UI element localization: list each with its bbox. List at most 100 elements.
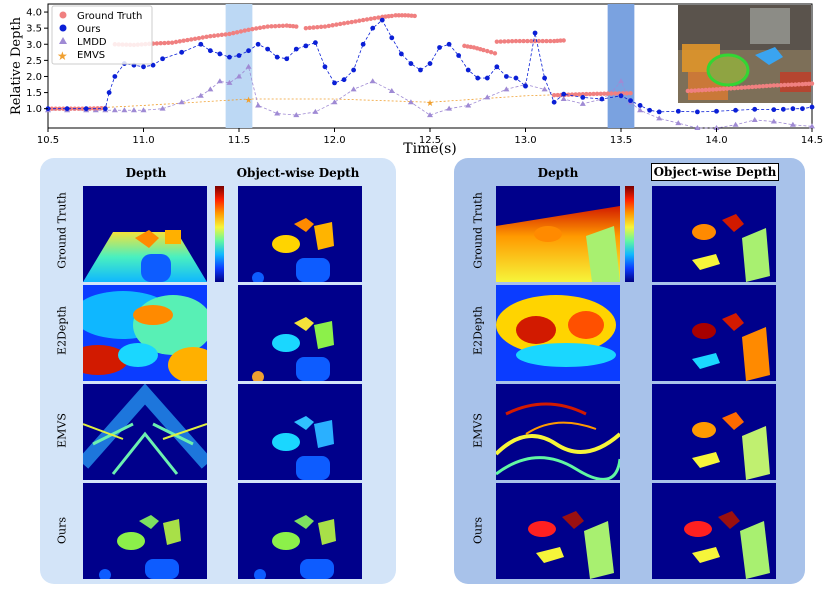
point-lmdd [293, 112, 300, 118]
point-ground-truth [494, 39, 500, 44]
point-ground-truth [99, 105, 104, 111]
x-axis-label: Time(s) [403, 141, 456, 157]
point-ours [446, 41, 452, 47]
point-ground-truth [162, 40, 167, 46]
point-ours [580, 95, 586, 100]
x-tick-label: 14.0 [705, 135, 727, 146]
left-depth-ours-image [83, 483, 207, 579]
point-ground-truth [498, 39, 503, 44]
point-lmdd [92, 107, 99, 113]
point-ours [800, 106, 805, 112]
point-lmdd [656, 115, 663, 121]
legend-marker-emvs: ★ [57, 49, 68, 63]
point-ground-truth [315, 24, 320, 30]
point-ground-truth [594, 91, 600, 97]
point-ours [227, 54, 232, 60]
legend-label-ours: Ours [77, 24, 101, 35]
point-ground-truth [703, 87, 708, 93]
point-ground-truth [399, 13, 405, 18]
x-tick-label: 12.5 [419, 135, 441, 146]
point-ours [102, 106, 108, 112]
point-ground-truth [307, 25, 312, 31]
y-tick-label: 1.0 [26, 104, 42, 115]
point-ground-truth [383, 14, 388, 19]
point-ground-truth [360, 17, 366, 23]
point-ours [255, 41, 261, 47]
point-ground-truth [544, 38, 549, 44]
point-ground-truth [689, 88, 694, 93]
point-ground-truth [558, 38, 563, 43]
point-ground-truth [714, 87, 719, 92]
point-ground-truth [753, 84, 759, 89]
point-ground-truth [566, 92, 571, 97]
point-ground-truth [353, 19, 358, 24]
legend-label-emvs: EMVS [77, 50, 105, 61]
left-col-title-objectwise: Object-wise Depth [236, 166, 360, 180]
x-tick-label: 10.5 [37, 135, 59, 146]
point-ours [542, 75, 547, 81]
point-ours [322, 64, 328, 70]
point-ground-truth [219, 32, 225, 38]
point-ground-truth [584, 91, 589, 97]
point-lmdd [637, 107, 644, 113]
point-ours [160, 56, 166, 62]
point-ours [494, 64, 500, 70]
point-ground-truth [386, 14, 391, 19]
point-ground-truth [481, 47, 486, 53]
point-ours [246, 48, 251, 54]
point-lmdd [446, 105, 453, 111]
point-ground-truth [775, 83, 780, 88]
point-lmdd [618, 78, 624, 84]
point-ground-truth [246, 27, 251, 32]
point-ground-truth [158, 41, 163, 46]
point-ground-truth [742, 85, 748, 90]
legend-marker-ours [59, 24, 67, 32]
point-ground-truth [517, 38, 522, 44]
point-ground-truth [506, 39, 511, 44]
left-row-label-emvs: EMVS [55, 413, 69, 448]
right-col-title-depth: Depth [537, 166, 579, 180]
point-ground-truth [338, 21, 343, 27]
point-ground-truth [782, 82, 787, 88]
point-lmdd [226, 79, 233, 85]
point-ground-truth [284, 23, 289, 28]
point-ground-truth [372, 15, 377, 21]
point-ground-truth [364, 17, 370, 22]
point-ground-truth [778, 82, 784, 88]
point-ground-truth [376, 15, 381, 20]
x-tick-label: 13.0 [514, 135, 536, 146]
point-ground-truth [760, 84, 766, 89]
point-ground-truth [49, 106, 55, 111]
point-lmdd [197, 92, 204, 98]
point-ours [341, 77, 347, 83]
point-ground-truth [269, 24, 274, 29]
point-ground-truth [768, 83, 773, 88]
point-ground-truth [577, 92, 582, 97]
point-ours [418, 67, 423, 73]
point-ground-truth [800, 81, 805, 87]
point-ours [523, 83, 528, 89]
point-lmdd [121, 107, 128, 113]
point-ours [408, 61, 414, 66]
point-ground-truth [393, 13, 398, 18]
point-ground-truth [177, 39, 182, 44]
point-ground-truth [322, 24, 328, 29]
left-row-label-gt: Ground Truth [55, 192, 69, 269]
point-ours [64, 106, 70, 112]
point-ground-truth [169, 40, 175, 45]
point-lmdd [207, 86, 214, 92]
point-ground-truth [750, 84, 755, 90]
point-ground-truth [173, 39, 179, 45]
point-ground-truth [739, 85, 744, 90]
point-ground-truth [785, 82, 791, 88]
point-ours [106, 90, 112, 95]
point-ours [303, 43, 309, 49]
point-ours [675, 108, 681, 114]
point-ours [752, 106, 758, 112]
point-ground-truth [189, 37, 194, 42]
point-ground-truth [806, 81, 812, 86]
point-ours [265, 46, 271, 52]
point-ours [695, 109, 700, 115]
point-lmdd [713, 125, 720, 130]
point-ours [618, 93, 624, 99]
